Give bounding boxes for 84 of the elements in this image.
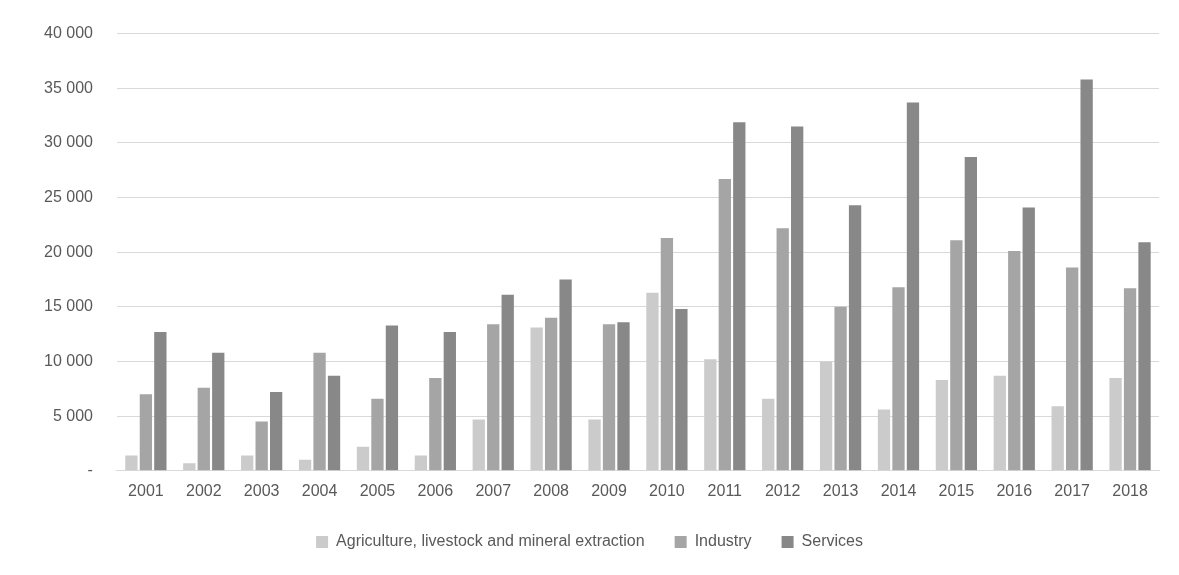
x-tick-label: 2014 bbox=[880, 481, 917, 499]
bar bbox=[269, 392, 283, 471]
bar bbox=[646, 292, 659, 471]
x-tick-label: 2013 bbox=[822, 481, 859, 499]
bar bbox=[241, 455, 254, 471]
bar bbox=[255, 421, 268, 471]
bar bbox=[892, 287, 905, 471]
bar bbox=[530, 327, 543, 471]
x-tick-label: 2003 bbox=[243, 481, 280, 499]
bar bbox=[819, 361, 833, 471]
bar bbox=[935, 380, 949, 471]
y-tick-label: 30 000 bbox=[44, 133, 94, 151]
bar bbox=[1138, 242, 1151, 471]
bar bbox=[617, 322, 630, 471]
bar bbox=[183, 463, 196, 471]
x-tick-label: 2005 bbox=[359, 481, 396, 499]
x-tick-label: 2002 bbox=[185, 481, 222, 499]
bar bbox=[602, 324, 616, 471]
bar bbox=[660, 237, 674, 471]
x-tick-label: 2006 bbox=[417, 481, 454, 499]
x-tick-label: 2017 bbox=[1054, 481, 1091, 499]
bar bbox=[993, 375, 1006, 471]
bar bbox=[544, 317, 558, 471]
bar bbox=[125, 455, 138, 471]
x-tick-label: 2018 bbox=[1112, 481, 1148, 499]
bar bbox=[298, 459, 312, 471]
bar bbox=[718, 178, 731, 471]
bar bbox=[834, 306, 847, 471]
y-tick-label: 10 000 bbox=[44, 351, 94, 369]
bar bbox=[1109, 377, 1122, 471]
bar bbox=[197, 387, 210, 471]
bar bbox=[559, 279, 572, 471]
bar bbox=[1051, 406, 1064, 471]
legend-label: Services bbox=[801, 532, 863, 550]
y-tick-label: 15 000 bbox=[44, 297, 94, 315]
x-tick-label: 2010 bbox=[649, 481, 685, 499]
x-tick-label: 2008 bbox=[533, 481, 570, 499]
bar bbox=[1008, 251, 1021, 471]
bar bbox=[1123, 288, 1137, 471]
bar bbox=[472, 419, 485, 471]
bar bbox=[327, 375, 341, 471]
bar bbox=[776, 228, 789, 471]
bar bbox=[139, 394, 153, 471]
bar bbox=[964, 157, 977, 471]
y-tick-label: 5 000 bbox=[52, 406, 94, 424]
bar bbox=[588, 419, 601, 471]
x-tick-label: 2011 bbox=[707, 481, 743, 499]
y-tick-label: 35 000 bbox=[44, 78, 94, 96]
x-tick-label: 2007 bbox=[475, 481, 512, 499]
y-tick-label: 25 000 bbox=[44, 187, 94, 205]
bar bbox=[414, 455, 428, 471]
bar bbox=[501, 294, 514, 471]
y-tick-label: - bbox=[87, 461, 93, 479]
bar bbox=[1080, 79, 1093, 471]
legend-label: Industry bbox=[694, 532, 752, 550]
bar bbox=[791, 126, 804, 471]
bar bbox=[154, 331, 167, 471]
bar bbox=[950, 240, 963, 471]
bar bbox=[704, 359, 717, 471]
bar bbox=[212, 352, 225, 471]
bar bbox=[906, 102, 920, 471]
x-tick-label: 2004 bbox=[301, 481, 338, 499]
bar bbox=[675, 309, 688, 471]
bar bbox=[487, 324, 500, 471]
x-tick-label: 2009 bbox=[591, 481, 627, 499]
legend-label: Agriculture, livestock and mineral extraction bbox=[336, 532, 645, 550]
x-tick-label: 2016 bbox=[996, 481, 1033, 499]
bar bbox=[848, 205, 862, 471]
bar bbox=[313, 352, 326, 471]
bar bbox=[385, 325, 399, 471]
x-tick-label: 2012 bbox=[764, 481, 801, 499]
bar bbox=[371, 398, 384, 471]
bar bbox=[443, 331, 456, 471]
bar bbox=[356, 446, 370, 471]
y-tick-label: 20 000 bbox=[44, 242, 94, 260]
bar bbox=[733, 122, 746, 471]
bar bbox=[429, 377, 442, 471]
bar bbox=[1066, 267, 1079, 471]
x-tick-label: 2001 bbox=[128, 481, 164, 499]
bar bbox=[1022, 207, 1035, 471]
bar bbox=[877, 409, 891, 471]
x-tick-label: 2015 bbox=[938, 481, 975, 499]
bar bbox=[762, 398, 775, 471]
y-tick-label: 40 000 bbox=[44, 24, 94, 42]
